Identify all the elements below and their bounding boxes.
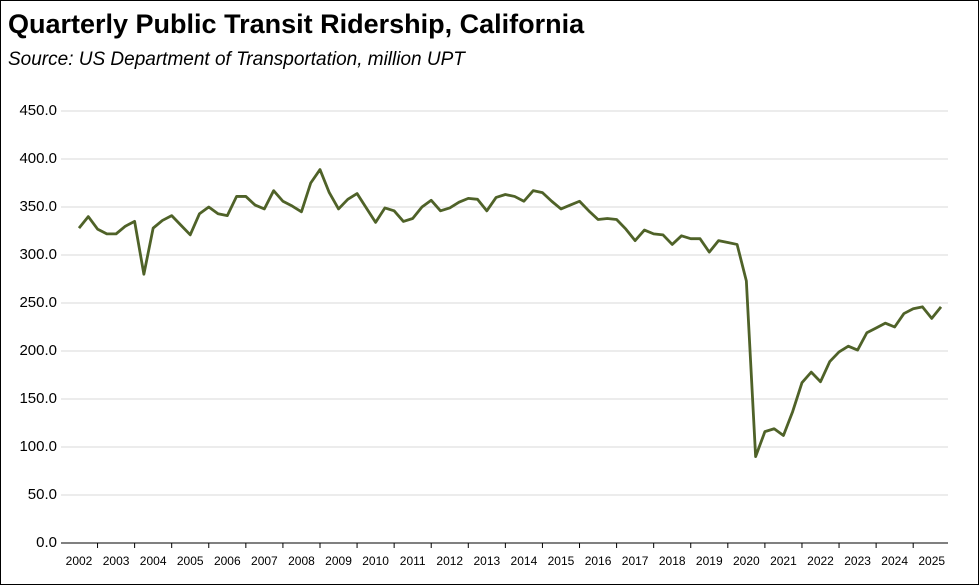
x-tick-label: 2009	[325, 554, 352, 568]
x-tick-label: 2018	[659, 554, 686, 568]
x-tick-label: 2013	[473, 554, 500, 568]
x-tick-label: 2006	[214, 554, 241, 568]
y-tick-label: 0.0	[36, 534, 57, 551]
x-tick-label: 2008	[288, 554, 315, 568]
x-tick-label: 2019	[696, 554, 723, 568]
x-tick-label: 2003	[103, 554, 130, 568]
series-line	[77, 168, 943, 458]
y-tick-label: 100.0	[19, 438, 57, 455]
x-tick-label: 2023	[844, 554, 871, 568]
chart-subtitle: Source: US Department of Transportation,…	[8, 49, 466, 70]
x-tick-label: 2021	[770, 554, 797, 568]
x-tick-label: 2012	[436, 554, 463, 568]
y-tick-label: 450.0	[19, 102, 57, 119]
chart-title: Quarterly Public Transit Ridership, Cali…	[8, 9, 585, 39]
x-tick-label: 2002	[66, 554, 93, 568]
y-tick-label: 250.0	[19, 294, 57, 311]
y-tick-label: 150.0	[19, 390, 57, 407]
x-tick-label: 2024	[881, 554, 908, 568]
x-tick-label: 2005	[177, 554, 204, 568]
x-tick-label: 2010	[362, 554, 389, 568]
x-tick-label: 2022	[807, 554, 834, 568]
y-tick-label: 50.0	[28, 486, 57, 503]
x-tick-label: 2025	[918, 554, 945, 568]
x-tick-label: 2015	[548, 554, 575, 568]
x-tick-label: 2020	[733, 554, 760, 568]
y-tick-label: 400.0	[19, 150, 57, 167]
y-tick-label: 200.0	[19, 342, 57, 359]
x-tick-label: 2011	[400, 554, 426, 568]
y-tick-label: 300.0	[19, 246, 57, 263]
x-tick-label: 2004	[140, 554, 167, 568]
x-tick-label: 2007	[251, 554, 278, 568]
x-tick-label: 2017	[622, 554, 649, 568]
x-tick-label: 2016	[585, 554, 612, 568]
x-tick-label: 2014	[511, 554, 538, 568]
y-tick-label: 350.0	[19, 198, 57, 215]
